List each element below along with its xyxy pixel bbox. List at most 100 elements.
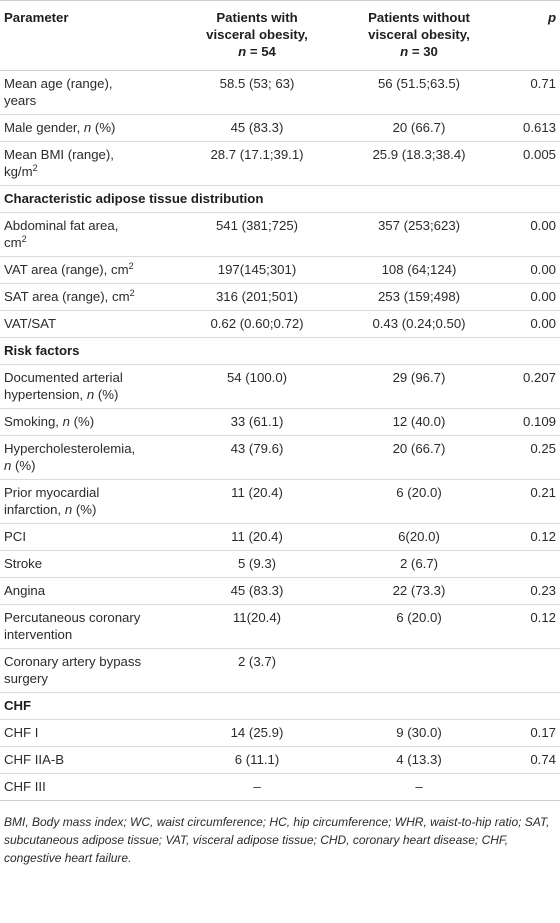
cell-without-obesity: 6 (20.0) (396, 610, 442, 625)
cell-with-obesity: 197(145;301) (217, 262, 297, 277)
row-label: Smoking, n (%) (4, 414, 95, 429)
row-label: Hypercholesterolemia, n (%) (4, 441, 136, 473)
italic-n: n (86, 387, 95, 402)
cell-p-value (500, 551, 560, 578)
table-row: Abdominal fat area, cm2 541 (381;725) 357 (… (0, 213, 560, 257)
row-label: Documented arterial hypertension, n (%) (4, 370, 123, 402)
cell-with-obesity: 316 (201;501) (215, 289, 299, 304)
row-label: Coronary artery bypass surgery (4, 654, 142, 686)
cell-p-value: 0.00 (530, 316, 556, 331)
cell-with-obesity: 45 (83.3) (230, 583, 284, 598)
cell-without-obesity: 0.43 (0.24;0.50) (372, 316, 466, 331)
row-label: SAT area (range), cm2 (4, 288, 135, 305)
cell-p-value: 0.613 (522, 120, 556, 135)
table-row: Smoking, n (%) 33 (61.1) 12 (40.0) 0.109 (0, 409, 560, 436)
section-label: Risk factors (4, 343, 80, 358)
cell-without-obesity: 29 (96.7) (392, 370, 446, 385)
header-p: p (547, 10, 556, 25)
cell-p-value: 0.71 (530, 76, 556, 91)
row-label: Abdominal fat area, cm2 (4, 218, 119, 250)
cell-with-obesity: 11 (20.4) (231, 529, 283, 544)
cell-with-obesity: 58.5 (53; 63) (219, 76, 295, 91)
row-label: VAT area (range), cm2 (4, 261, 134, 278)
table-row: PCI 11 (20.4) 6(20.0) 0.12 (0, 524, 560, 551)
cell-with-obesity: 11(20.4) (232, 610, 282, 625)
section-label: Characteristic adipose tissue distributi… (4, 191, 264, 206)
superscript: 2 (129, 288, 135, 298)
cell-without-obesity: 56 (51.5;63.5) (377, 76, 461, 91)
cell-without-obesity: 12 (40.0) (392, 414, 446, 429)
cell-p-value: 0.74 (530, 752, 556, 767)
section-label: CHF (4, 698, 32, 713)
cell-with-obesity: 33 (61.1) (230, 414, 284, 429)
cell-without-obesity: 4 (13.3) (396, 752, 442, 767)
table-row: Angina 45 (83.3) 22 (73.3) 0.23 (0, 578, 560, 605)
row-label: PCI (4, 529, 26, 544)
row-label: Prior myocardial infarction, n (%) (4, 485, 100, 517)
cell-without-obesity (338, 649, 500, 693)
table-row: Coronary artery bypass surgery 2 (3.7) (0, 649, 560, 693)
cell-with-obesity: 6 (11.1) (234, 752, 280, 767)
cell-without-obesity: 22 (73.3) (392, 583, 446, 598)
row-label: Male gender, n (%) (4, 120, 116, 135)
cell-without-obesity: 20 (66.7) (392, 120, 446, 135)
row-label: CHF III (4, 779, 46, 794)
cell-p-value: 0.17 (530, 725, 556, 740)
row-label: Stroke (4, 556, 43, 571)
cell-p-value: 0.005 (522, 147, 556, 162)
table-row: VAT/SAT 0.62 (0.60;0.72) 0.43 (0.24;0.50) 0… (0, 311, 560, 338)
cell-without-obesity: 2 (6.7) (399, 556, 439, 571)
table-row: Stroke 5 (9.3) 2 (6.7) (0, 551, 560, 578)
table-row: CHF I 14 (25.9) 9 (30.0) 0.17 (0, 720, 560, 747)
table-row: CHF IIA-B 6 (11.1) 4 (13.3) 0.74 (0, 747, 560, 774)
row-label: VAT/SAT (4, 316, 57, 331)
cell-p-value: 0.21 (530, 485, 556, 500)
header-with-obesity: Patients with visceral obesity, n = 54 (206, 10, 308, 59)
cell-p-value: 0.12 (530, 610, 556, 625)
cell-without-obesity: 20 (66.7) (392, 441, 446, 456)
superscript: 2 (21, 234, 27, 244)
cell-without-obesity: 108 (64;124) (381, 262, 457, 277)
table-row: CHF III – – (0, 774, 560, 801)
italic-n: n (4, 458, 12, 473)
table-row: Male gender, n (%) 45 (83.3) 20 (66.7) 0.61… (0, 115, 560, 142)
header-row: Parameter Patients with visceral obesity… (0, 0, 560, 71)
superscript: 2 (128, 261, 134, 271)
row-label: Angina (4, 583, 46, 598)
cell-p-value: 0.207 (522, 370, 556, 385)
section-row: Risk factors (0, 338, 560, 365)
cell-with-obesity: 5 (9.3) (237, 556, 277, 571)
row-label: Percutaneous coronary intervention (4, 610, 141, 642)
table-row: Hypercholesterolemia, n (%) 43 (79.6) 20 (6… (0, 436, 560, 480)
cell-p-value: 0.00 (530, 218, 556, 233)
cell-p-value (500, 774, 560, 801)
superscript: 2 (32, 163, 38, 173)
table-row: Mean age (range), years 58.5 (53; 63) 56 (5… (0, 71, 560, 115)
row-label: Mean BMI (range), kg/m2 (4, 147, 114, 179)
cell-with-obesity: – (253, 779, 261, 794)
cell-p-value: 0.25 (530, 441, 556, 456)
italic-n: n (83, 120, 92, 135)
cell-with-obesity: 2 (3.7) (237, 654, 277, 669)
cell-without-obesity: 357 (253;623) (377, 218, 461, 233)
section-row: Characteristic adipose tissue distributi… (0, 186, 560, 213)
cell-without-obesity: 253 (159;498) (377, 289, 461, 304)
cell-with-obesity: 11 (20.4) (231, 485, 283, 500)
row-label: CHF I (4, 725, 39, 740)
header-parameter: Parameter (4, 10, 69, 25)
cell-with-obesity: 541 (381;725) (215, 218, 299, 233)
cell-p-value: 0.00 (530, 289, 556, 304)
cell-without-obesity: 6(20.0) (398, 529, 440, 544)
table-footnote: BMI, Body mass index; WC, waist circumfe… (4, 815, 550, 865)
cell-with-obesity: 45 (83.3) (230, 120, 284, 135)
table-row: Mean BMI (range), kg/m2 28.7 (17.1;39.1) 25… (0, 142, 560, 186)
table-row: SAT area (range), cm2 316 (201;501) 253 (1… (0, 284, 560, 311)
italic-n: n (64, 502, 73, 517)
cell-without-obesity: – (415, 779, 423, 794)
section-row: CHF (0, 693, 560, 720)
cell-without-obesity: 6 (20.0) (396, 485, 442, 500)
row-label: Mean age (range), years (4, 76, 113, 108)
cell-with-obesity: 28.7 (17.1;39.1) (210, 147, 304, 162)
header-without-obesity: Patients without visceral obesity, n = 3… (368, 10, 470, 59)
cell-with-obesity: 43 (79.6) (230, 441, 284, 456)
